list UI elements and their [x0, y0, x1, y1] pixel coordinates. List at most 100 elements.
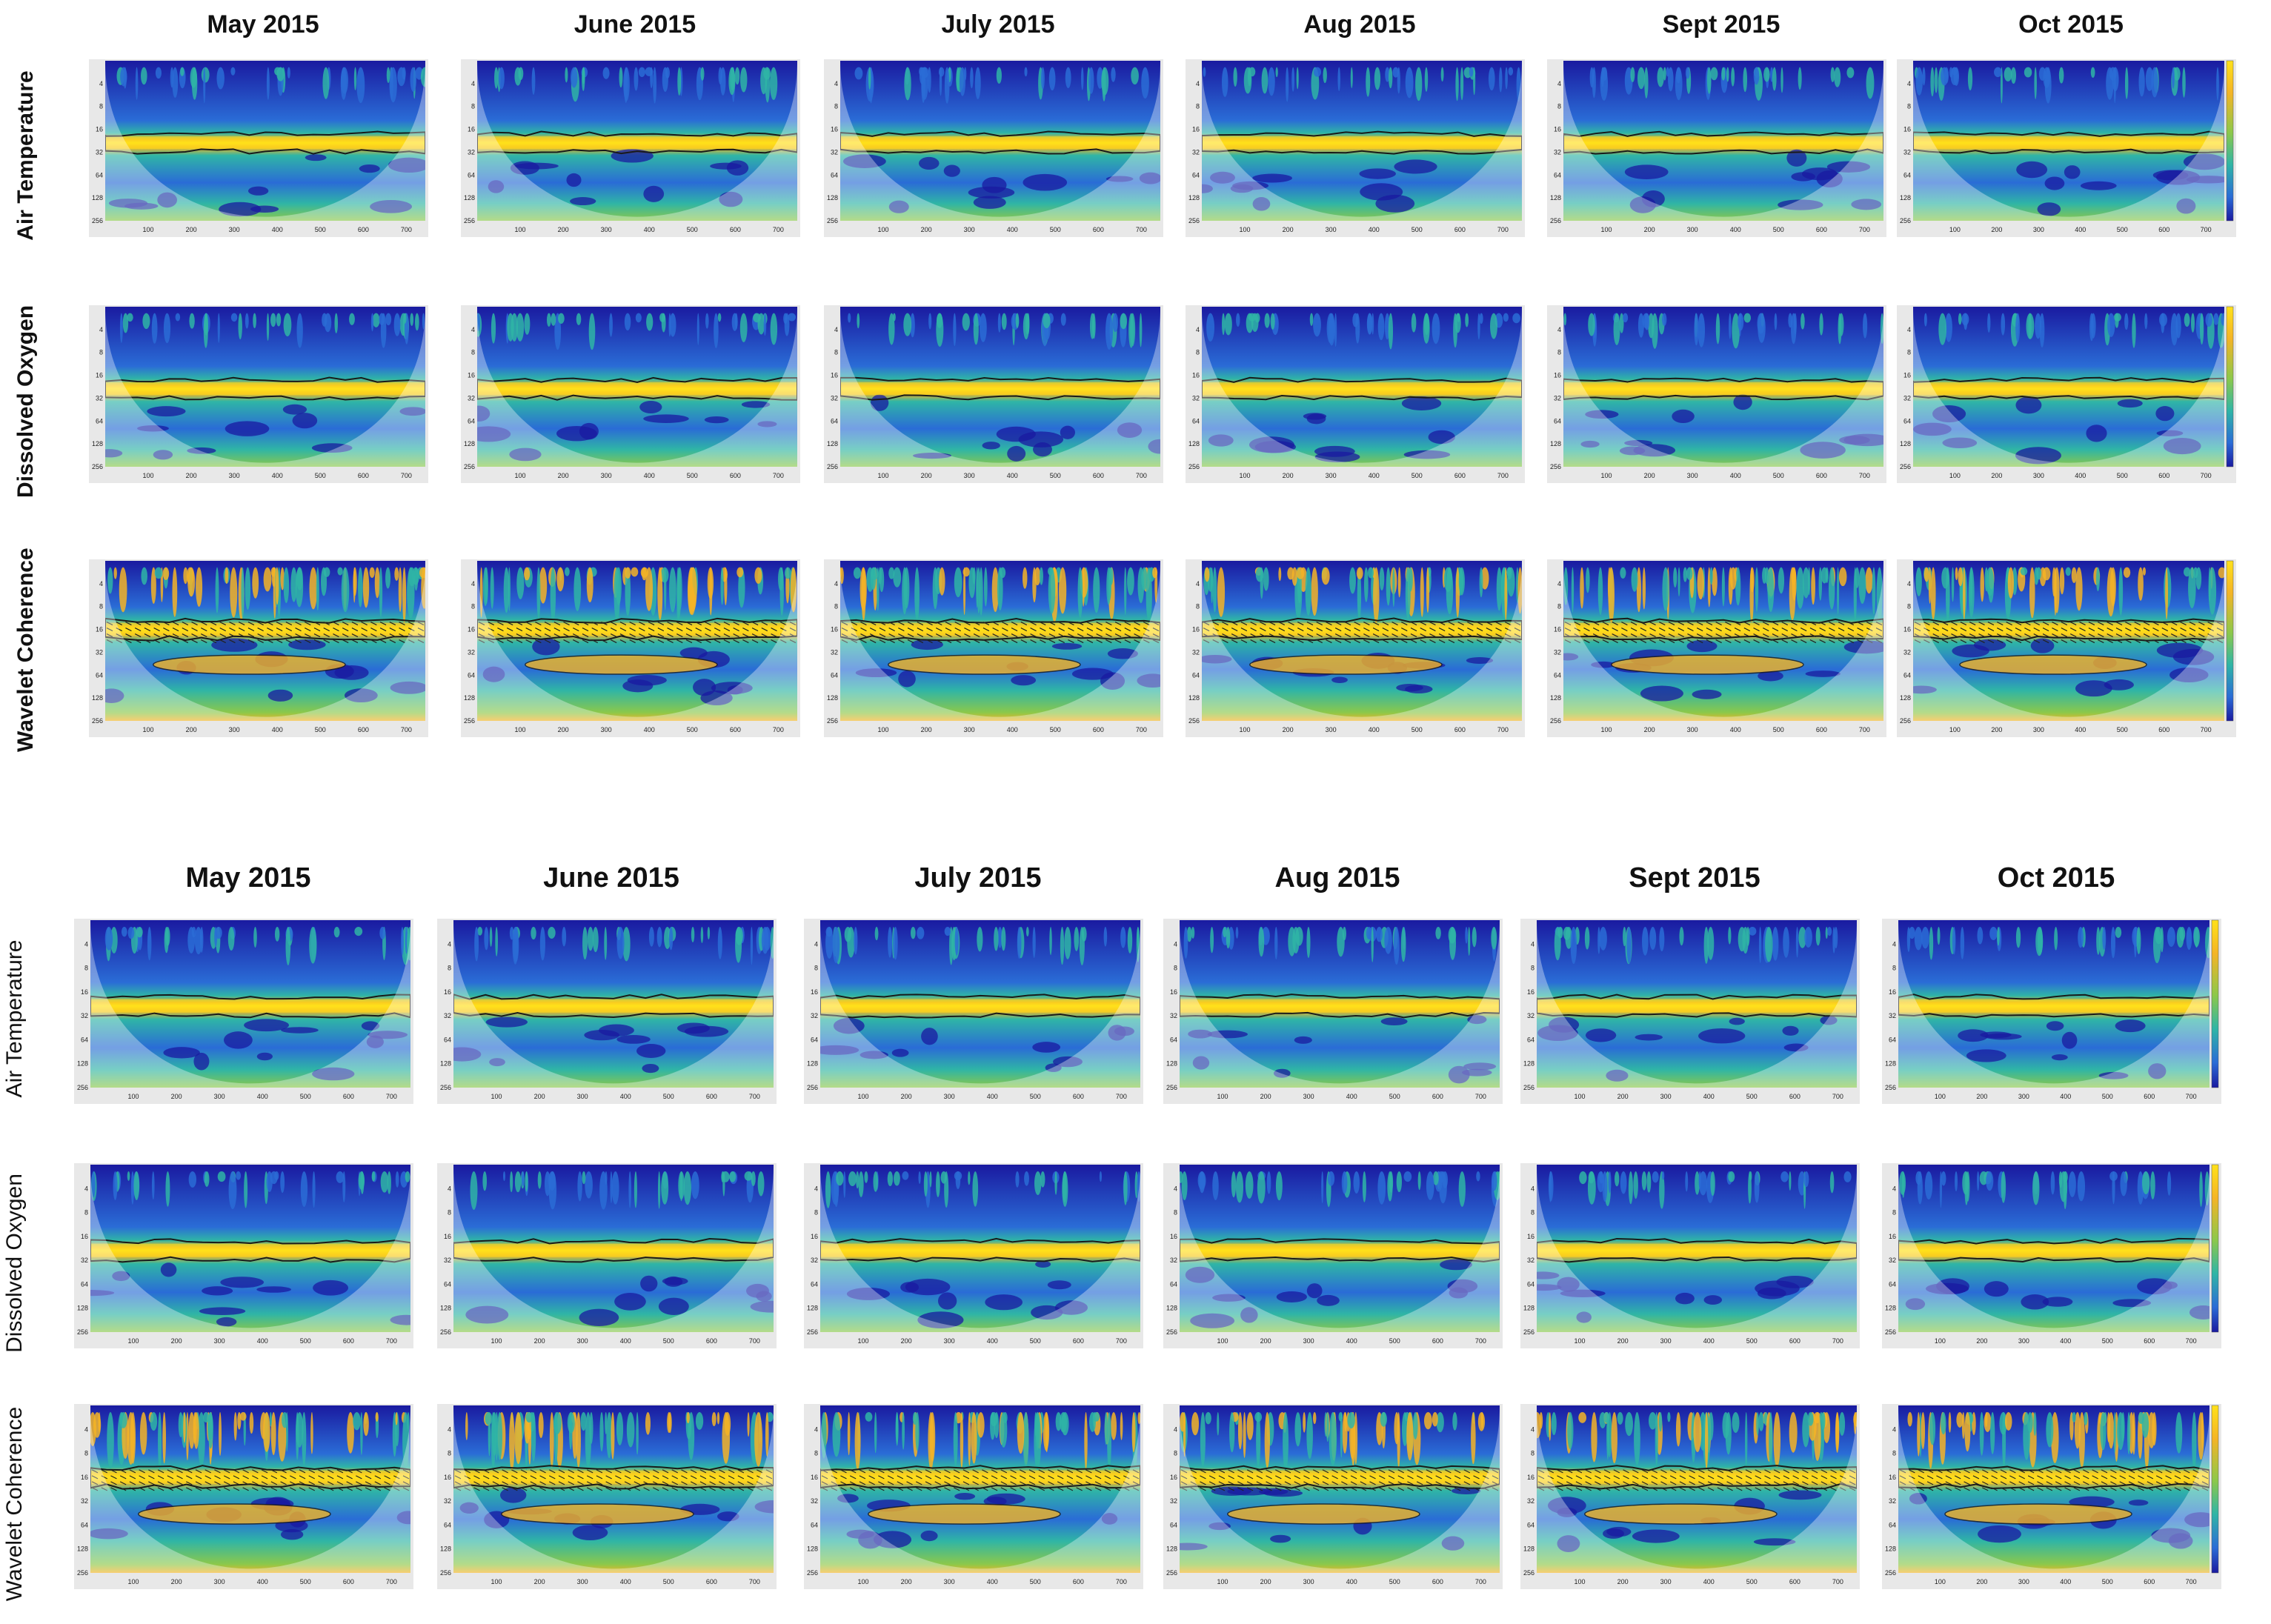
power-spike [1666, 67, 1669, 77]
low-power-blob [1585, 410, 1619, 419]
x-tick-label: 600 [1789, 1578, 1800, 1585]
power-spike [974, 67, 981, 99]
y-tick-label: 256 [1885, 1569, 1896, 1577]
phase-arrow [705, 628, 711, 632]
phase-arrow [1237, 1469, 1244, 1474]
power-spike [1306, 927, 1311, 959]
y-tick-label: 8 [99, 603, 103, 610]
cone-of-influence [453, 1165, 774, 1332]
phase-arrow [2198, 622, 2205, 626]
phase-arrow [1918, 1487, 1924, 1491]
phase-arrow [2170, 639, 2178, 644]
low-power-blob [1909, 1492, 1927, 1505]
power-spike [1712, 567, 1718, 596]
power-spike [1347, 1412, 1355, 1429]
x-tick-label: 100 [1935, 1578, 1946, 1585]
low-power-blob [579, 422, 599, 440]
phase-arrow [191, 622, 198, 626]
phase-arrow [925, 1475, 932, 1480]
power-spike [1388, 313, 1394, 350]
phase-arrow [1105, 628, 1112, 632]
phase-arrow [1811, 1469, 1818, 1474]
y-tick-label: 32 [831, 394, 838, 402]
power-spike [523, 567, 531, 581]
phase-arrow [751, 633, 759, 638]
significance-contour [1898, 1237, 2210, 1263]
x-tick-label: 400 [1346, 1093, 1357, 1100]
power-spike [865, 1412, 873, 1422]
phase-arrow [1401, 628, 1408, 632]
phase-arrow [219, 633, 226, 638]
phase-arrow [2170, 628, 2178, 632]
power-spike [1815, 927, 1821, 946]
phase-arrow [1592, 622, 1600, 626]
power-spike [2213, 313, 2219, 325]
phase-arrow [2180, 628, 2187, 632]
power-spike [1105, 313, 1113, 350]
phase-arrow [318, 1475, 325, 1480]
month-title: May 2015 [185, 862, 311, 893]
y-tick-label: 32 [1170, 1257, 1177, 1264]
y-tick-label: 8 [1557, 103, 1561, 110]
wavelet-panel: 4 8 16 32 64 128 256 100 200 300 400 500 600 700 [824, 305, 1163, 483]
power-spike [556, 567, 565, 592]
x-tick-label: 300 [2033, 226, 2044, 233]
low-power-blob [247, 186, 269, 196]
phase-arrow [780, 628, 787, 632]
power-spike [1455, 567, 1460, 618]
phase-arrow [2115, 622, 2123, 626]
phase-arrow [1668, 622, 1675, 626]
phase-arrow [210, 633, 217, 638]
power-spike [1137, 567, 1145, 604]
phase-arrow [860, 639, 867, 644]
power-spike [1964, 1412, 1971, 1452]
phase-arrow [1936, 1481, 1943, 1485]
phase-arrow [214, 1475, 221, 1480]
x-tick-label: 200 [186, 726, 197, 733]
phase-arrow [1476, 633, 1483, 638]
phase-arrow [516, 628, 523, 632]
x-tick-label: 300 [229, 472, 240, 479]
power-spike [1000, 567, 1006, 579]
power-spike [1683, 567, 1688, 582]
phase-arrow [1002, 622, 1008, 626]
phase-arrow [2101, 1475, 2108, 1480]
phase-arrow [502, 1475, 508, 1480]
phase-arrow [723, 633, 731, 638]
phase-arrow [351, 628, 359, 632]
phase-arrow [1505, 622, 1512, 626]
x-tick-label: 400 [1369, 726, 1380, 733]
phase-arrow [1991, 1487, 1998, 1491]
y-tick-label: 8 [448, 965, 451, 972]
x-tick-label: 200 [558, 226, 569, 233]
low-power-blob [1252, 197, 1271, 211]
x-tick-label: 400 [987, 1093, 998, 1100]
low-power-blob [1932, 405, 1966, 423]
phase-arrow [1476, 628, 1483, 632]
power-spike [1695, 1171, 1700, 1195]
phase-arrow [821, 1469, 828, 1474]
phase-arrow [370, 633, 377, 638]
power-spike [1917, 1171, 1923, 1205]
power-spike [1468, 927, 1471, 956]
phase-arrow [934, 1469, 941, 1474]
phase-arrow [290, 1481, 296, 1485]
power-spike [576, 1412, 581, 1468]
phase-arrow [879, 633, 886, 638]
low-power-blob [1978, 1525, 2021, 1543]
wavelet-panel: 4 8 16 32 64 128 256 100 200 300 400 500 600 700 [74, 1404, 413, 1589]
phase-arrow [346, 1487, 353, 1491]
power-spike [2071, 567, 2077, 584]
power-spike [1928, 567, 1932, 604]
phase-arrow [1094, 1487, 1102, 1491]
y-tick-label: 64 [1527, 1036, 1534, 1043]
phase-arrow [1726, 1469, 1733, 1474]
power-spike [744, 1171, 753, 1181]
low-power-blob [1926, 1282, 1969, 1295]
y-tick-label: 16 [1889, 988, 1896, 996]
phase-arrow [267, 628, 273, 632]
x-tick-label: 300 [2018, 1093, 2029, 1100]
y-tick-label: 128 [1900, 194, 1911, 202]
phase-arrow [2015, 639, 2022, 644]
